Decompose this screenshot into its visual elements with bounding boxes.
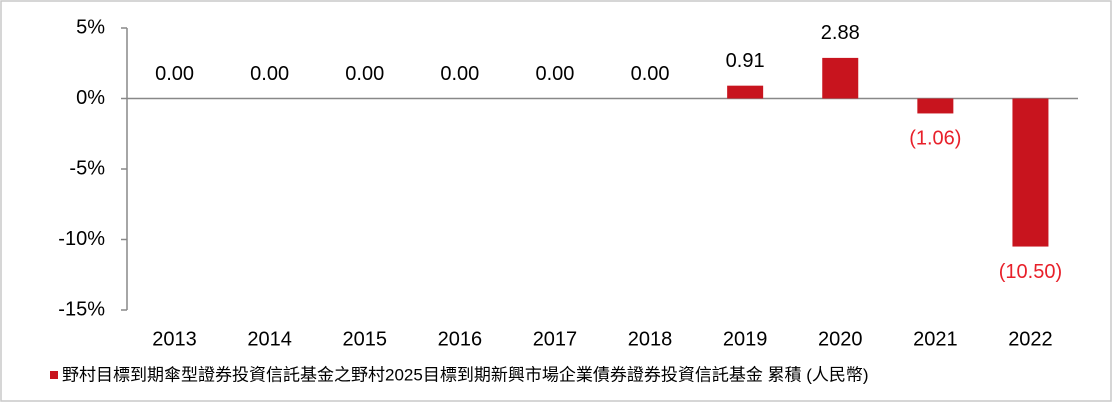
x-tick-label: 2022 [1008,328,1053,350]
legend-label: 野村目標到期傘型證券投資信託基金之野村2025目標到期新興市場企業債券證券投資信… [62,365,869,384]
x-tick-label: 2019 [723,328,768,350]
x-tick-label: 2014 [247,328,292,350]
value-label: (10.50) [999,261,1062,283]
value-label: 0.00 [345,63,384,85]
x-tick-label: 2015 [343,328,388,350]
y-tick-label: -5% [69,157,105,179]
y-tick-label: -15% [58,298,105,320]
x-tick-label: 2016 [438,328,483,350]
value-label: (1.06) [909,128,961,150]
value-label: 2.88 [821,22,860,44]
y-tick-label: 0% [76,87,105,109]
x-tick-label: 2013 [152,328,197,350]
x-tick-label: 2017 [533,328,578,350]
y-tick-label: -10% [58,228,105,250]
value-label: 0.00 [250,63,289,85]
y-tick-label: 5% [76,16,105,38]
value-label: 0.91 [726,50,765,72]
x-tick-label: 2021 [913,328,958,350]
value-label: 0.00 [535,63,574,85]
value-label: 0.00 [155,63,194,85]
bar [727,85,764,99]
legend-swatch [50,371,58,379]
bar [917,98,954,114]
x-tick-label: 2018 [628,328,673,350]
x-tick-label: 2020 [818,328,863,350]
value-label: 0.00 [440,63,479,85]
value-label: 0.00 [631,63,670,85]
bar [1012,98,1049,247]
bar [822,57,859,99]
